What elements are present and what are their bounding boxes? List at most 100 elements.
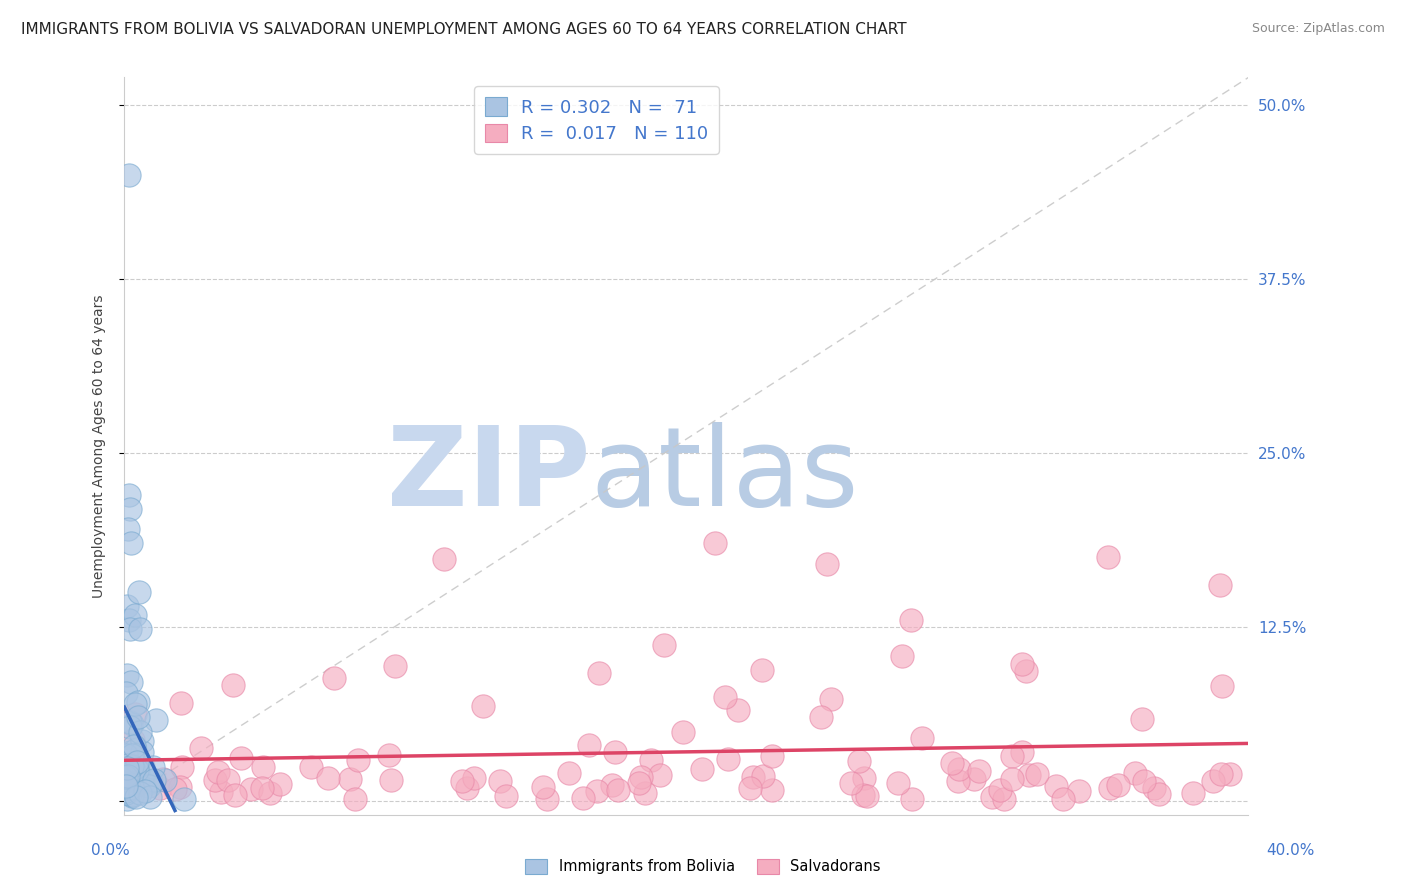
Point	[122, 763, 145, 777]
Point	[115, 668, 138, 682]
Point	[204, 772, 226, 787]
Point	[142, 760, 165, 774]
Text: 0.0%: 0.0%	[91, 843, 131, 858]
Point	[717, 752, 740, 766]
Point	[118, 776, 141, 790]
Point	[250, 781, 273, 796]
Point	[122, 733, 145, 747]
Point	[1001, 748, 1024, 763]
Point	[742, 770, 765, 784]
Point	[603, 745, 626, 759]
Point	[384, 658, 406, 673]
Point	[948, 774, 970, 789]
Point	[690, 762, 713, 776]
Point	[170, 696, 193, 710]
Point	[120, 536, 142, 550]
Point	[121, 760, 143, 774]
Point	[640, 753, 662, 767]
Point	[117, 782, 139, 797]
Point	[810, 709, 832, 723]
Point	[456, 780, 478, 795]
Point	[1107, 778, 1129, 792]
Legend: R = 0.302   N =  71, R =  0.017   N = 110: R = 0.302 N = 71, R = 0.017 N = 110	[474, 87, 718, 154]
Point	[115, 786, 138, 800]
Point	[1011, 745, 1033, 759]
Point	[572, 791, 595, 805]
Point	[118, 715, 141, 730]
Point	[672, 725, 695, 739]
Point	[173, 792, 195, 806]
Point	[652, 638, 675, 652]
Point	[703, 536, 725, 550]
Point	[132, 760, 155, 774]
Point	[752, 769, 775, 783]
Text: IMMIGRANTS FROM BOLIVIA VS SALVADORAN UNEMPLOYMENT AMONG AGES 60 TO 64 YEARS COR: IMMIGRANTS FROM BOLIVIA VS SALVADORAN UN…	[21, 22, 907, 37]
Point	[131, 733, 153, 747]
Point	[1097, 550, 1119, 565]
Point	[118, 787, 141, 801]
Point	[558, 766, 581, 780]
Point	[117, 488, 139, 502]
Point	[139, 790, 162, 805]
Point	[165, 782, 187, 797]
Point	[588, 665, 610, 680]
Point	[602, 778, 624, 792]
Point	[1123, 766, 1146, 780]
Point	[848, 754, 870, 768]
Point	[114, 779, 136, 793]
Point	[820, 692, 842, 706]
Point	[1067, 784, 1090, 798]
Point	[114, 770, 136, 784]
Point	[118, 613, 141, 627]
Point	[121, 748, 143, 763]
Point	[125, 789, 148, 804]
Point	[648, 768, 671, 782]
Legend: Immigrants from Bolivia, Salvadorans: Immigrants from Bolivia, Salvadorans	[519, 853, 887, 880]
Point	[1045, 779, 1067, 793]
Point	[988, 783, 1011, 797]
Point	[115, 784, 138, 798]
Point	[134, 784, 156, 798]
Point	[761, 749, 783, 764]
Point	[1211, 767, 1233, 781]
Point	[531, 780, 554, 794]
Point	[1099, 780, 1122, 795]
Point	[224, 788, 246, 802]
Point	[121, 776, 143, 790]
Point	[153, 773, 176, 788]
Point	[117, 760, 139, 774]
Point	[630, 770, 652, 784]
Point	[209, 785, 232, 799]
Point	[761, 783, 783, 797]
Point	[471, 698, 494, 713]
Point	[1018, 767, 1040, 781]
Point	[1147, 787, 1170, 801]
Point	[149, 781, 172, 796]
Point	[948, 762, 970, 776]
Point	[900, 613, 922, 627]
Point	[299, 760, 322, 774]
Point	[627, 776, 650, 790]
Point	[316, 771, 339, 785]
Point	[129, 725, 152, 739]
Point	[578, 738, 600, 752]
Point	[901, 792, 924, 806]
Point	[124, 607, 146, 622]
Point	[127, 764, 149, 778]
Point	[145, 713, 167, 727]
Point	[887, 776, 910, 790]
Point	[142, 772, 165, 787]
Point	[463, 771, 485, 785]
Point	[738, 781, 761, 796]
Point	[1202, 774, 1225, 789]
Point	[586, 784, 609, 798]
Point	[1052, 792, 1074, 806]
Point	[751, 663, 773, 677]
Point	[121, 759, 143, 773]
Point	[118, 781, 141, 796]
Point	[115, 599, 138, 613]
Point	[963, 772, 986, 786]
Point	[634, 786, 657, 800]
Point	[114, 747, 136, 762]
Point	[169, 780, 191, 794]
